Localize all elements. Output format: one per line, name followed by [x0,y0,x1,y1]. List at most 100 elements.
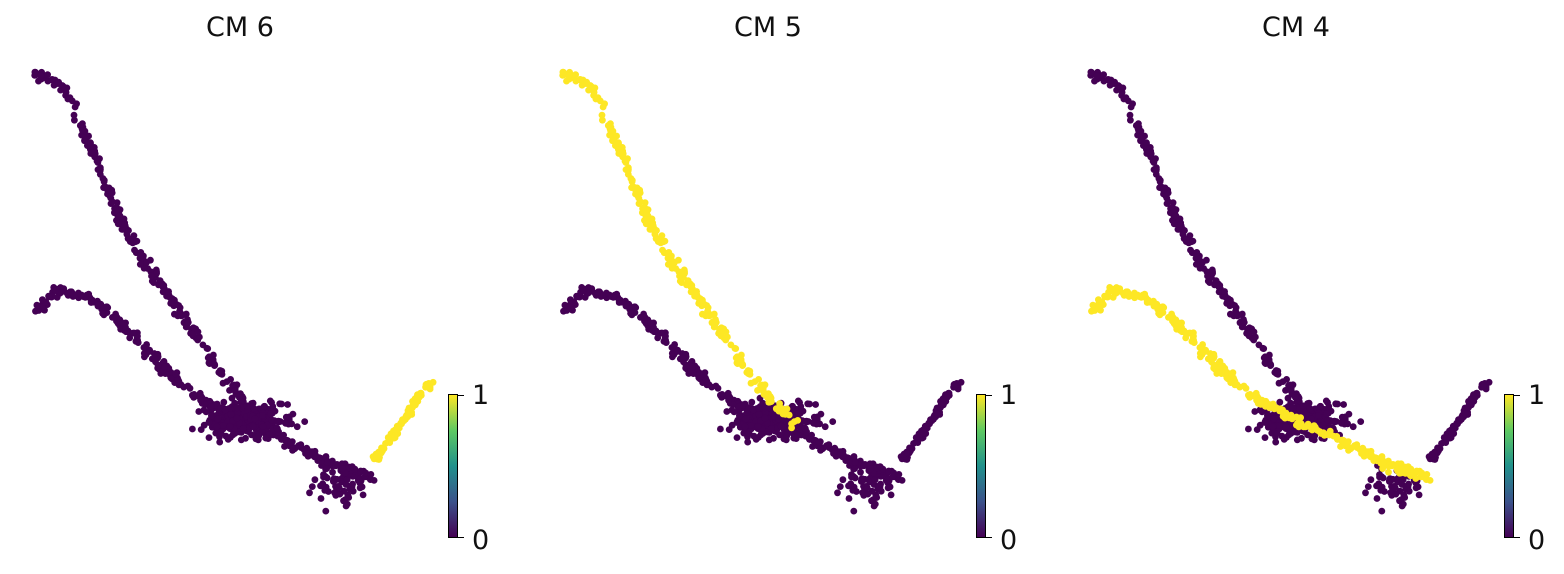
scatter-point-main_cluster [195,408,203,415]
scatter-point-main_cluster [736,412,743,420]
panel-title: CM 5 [734,12,802,43]
scatter-point-upper_branch [1129,100,1136,108]
scatter-point-main_cluster [829,418,837,425]
scatter-point-main_cluster [1256,406,1264,414]
scatter-point-lower_branch [1217,363,1224,371]
scatter-point-upper_branch [651,230,659,238]
scatter-point-upper_branch [1215,288,1223,296]
scatter-point-lower_branch [1280,412,1287,420]
scatter-point-main_cluster [1315,412,1322,419]
scatter-point-main_cluster [1367,476,1375,484]
scatter-point-lower_branch [1358,450,1366,457]
scatter-point-upper_branch [55,78,62,86]
scatter-point-upper_branch [616,149,624,156]
scatter-point-right_branch [1458,415,1465,423]
scatter-point-main_cluster [752,436,760,443]
scatter-point-upper_branch [96,167,104,175]
scatter-point-upper_branch [48,76,56,83]
scatter-point-upper_branch [624,167,632,175]
scatter-point-main_cluster [1280,436,1288,443]
scatter-point-main_cluster [205,419,213,426]
scatter-point-upper_branch [739,360,746,368]
scatter-point-upper_branch [565,72,573,80]
scatter-point-upper_branch [1261,353,1269,361]
colorbar-max-label: 1 [1528,380,1546,411]
scatter-point-upper_branch [218,367,226,375]
scatter-point-main_cluster [274,418,282,425]
scatter-point-lower_branch [615,297,623,305]
scatter-point-upper_branch [126,236,134,243]
scatter-point-main_cluster [1405,480,1412,488]
scatter-point-lower_branch [57,289,65,296]
scatter-point-lower_branch [594,288,602,296]
scatter-point-main_cluster [1306,405,1314,412]
scatter-point-upper_branch [1111,78,1118,86]
panel-title: CM 6 [206,12,274,43]
scatter-point-upper_branch [71,116,78,124]
scatter-point-main_cluster [754,423,762,430]
scatter-point-lower_branch [126,334,134,342]
scatter-point-main_cluster [233,404,241,412]
scatter-point-lower_branch [197,396,205,404]
scatter-point-main_cluster [311,476,319,484]
scatter-point-main_cluster [293,423,301,431]
scatter-point-main_cluster [809,419,817,426]
scatter-point-upper_branch [136,261,144,268]
scatter-point-upper_branch [94,156,101,164]
scatter-point-upper_branch [648,221,656,229]
scatter-point-upper_branch [722,328,730,336]
scatter-point-main_cluster [220,398,228,406]
scatter-point-main_cluster [226,423,234,430]
scatter-point-upper_branch [594,94,602,102]
scatter-point-main_cluster [1269,423,1277,431]
scatter-point-lower_branch [126,329,134,337]
scatter-point-upper_branch [1093,72,1101,80]
scatter-point-main_cluster [749,406,757,414]
colorbar-tick-min [458,537,464,538]
scatter-point-main_cluster [1405,487,1413,495]
scatter-point-main_cluster [1275,422,1283,429]
scatter-point-upper_branch [759,387,767,394]
scatter-point-main_cluster [1362,489,1369,497]
scatter-point-upper_branch [108,189,116,197]
scatter-point-upper_branch [696,298,703,306]
scatter-point-upper_branch [751,378,759,385]
scatter-point-lower_branch [815,438,823,446]
scatter-point-main_cluster [794,397,802,405]
scatter-point-upper_branch [1182,236,1190,243]
scatter-point-right_branch [380,445,388,452]
scatter-point-lower_branch [1202,348,1209,355]
scatter-point-upper_branch [175,302,183,309]
scatter-point-lower_branch [1288,415,1296,423]
scatter-point-main_cluster [349,480,356,488]
scatter-point-main_cluster [884,484,892,492]
scatter-point-right_branch [384,434,392,441]
scatter-point-lower_branch [1252,389,1260,397]
scatter-point-lower_branch [729,401,737,408]
scatter-point-main_cluster [1392,490,1400,498]
scatter-point-upper_branch [1187,246,1194,254]
scatter-point-main_cluster [735,403,743,410]
scatter-point-lower_branch [46,293,53,301]
colorbar-max-label: 1 [472,380,490,411]
scatter-point-lower_branch [674,348,681,355]
scatter-point-main_cluster [813,413,821,421]
scatter-point-main_cluster [761,404,769,412]
scatter-point-main_cluster [848,473,855,481]
scatter-point-main_cluster [1357,418,1365,425]
scatter-point-upper_branch [188,330,196,338]
scatter-point-right_branch [397,419,405,427]
scatter-point-upper_branch [732,345,740,352]
scatter-point-main_cluster [1322,397,1330,405]
scatter-point-upper_branch [37,72,45,80]
scatter-point-lower_branch [1189,334,1197,342]
scatter-point-upper_branch [632,186,639,194]
scatter-point-main_cluster [1251,408,1259,415]
scatter-point-upper_branch [1221,288,1228,295]
scatter-point-main_cluster [208,412,215,420]
scatter-point-upper_branch [159,288,167,296]
scatter-point-upper_branch [1189,237,1197,245]
scatter-point-lower_branch [647,319,654,327]
scatter-point-upper_branch [664,261,672,268]
scatter-point-right_branch [951,382,959,390]
